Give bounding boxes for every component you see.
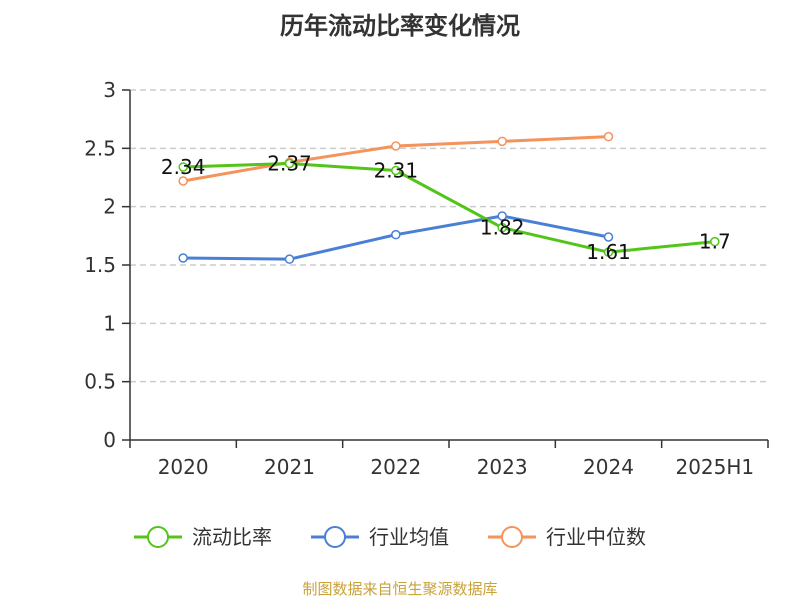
series-1 (178, 211, 614, 264)
x-tick-label: 2022 (370, 455, 421, 479)
y-tick-label: 1.5 (84, 253, 116, 277)
data-label: 2.31 (374, 159, 419, 183)
legend-marker (147, 526, 169, 548)
legend-label: 行业均值 (369, 525, 449, 549)
y-tick-label: 3 (103, 78, 116, 102)
data-point[interactable] (178, 253, 188, 263)
y-tick-label: 1 (103, 311, 116, 335)
legend: 流动比率 行业均值 行业中位数 (134, 525, 646, 549)
x-tick-label: 2025H1 (675, 455, 754, 479)
y-tick-label: 2 (103, 195, 116, 219)
x-tick-label: 2021 (264, 455, 315, 479)
data-point[interactable] (497, 136, 507, 147)
data-point[interactable] (497, 222, 507, 233)
data-point[interactable] (497, 211, 507, 221)
y-tick-label: 2.5 (84, 136, 116, 160)
data-point[interactable] (284, 254, 295, 264)
grid (130, 89, 768, 383)
y-tick-label: 0 (103, 428, 116, 452)
source-note: 制图数据来自恒生聚源数据库 (302, 580, 497, 598)
x-tick-label: 2024 (583, 455, 634, 479)
data-point[interactable] (391, 229, 401, 240)
legend-item-1[interactable]: 行业均值 (311, 525, 449, 549)
series-line (183, 162, 715, 254)
data-point[interactable] (284, 158, 295, 169)
data-labels: 2.34 2.37 2.31 1.82 1.61 1.7 (161, 152, 731, 265)
data-point[interactable] (603, 232, 614, 242)
axes: 0 0.5 1 1.5 2 2.5 3 2020 2021 2022 2023 2024 2025H1 (84, 78, 769, 479)
data-label: 1.7 (699, 230, 731, 254)
legend-item-2[interactable]: 行业中位数 (488, 525, 646, 549)
x-tick-label: 2023 (477, 455, 528, 479)
data-point[interactable] (178, 162, 188, 172)
data-label: 1.61 (586, 240, 631, 264)
series-layer (178, 131, 720, 264)
legend-item-0[interactable]: 流动比率 (134, 525, 272, 549)
data-point[interactable] (391, 141, 401, 151)
data-point[interactable] (391, 165, 401, 176)
data-label: 1.82 (480, 216, 525, 240)
legend-marker (324, 526, 346, 548)
data-label: 2.37 (267, 152, 312, 176)
legend-label: 行业中位数 (546, 525, 646, 549)
data-label: 2.34 (161, 155, 206, 179)
data-point[interactable] (603, 131, 614, 142)
data-point[interactable] (603, 247, 614, 257)
x-tick-label: 2020 (158, 455, 209, 479)
series-0 (178, 158, 720, 257)
legend-label: 流动比率 (192, 525, 272, 549)
y-tick-label: 0.5 (84, 370, 116, 394)
legend-marker (501, 526, 523, 548)
chart-title: 历年流动比率变化情况 (280, 12, 520, 40)
data-point[interactable] (710, 236, 720, 247)
data-point[interactable] (178, 176, 188, 186)
